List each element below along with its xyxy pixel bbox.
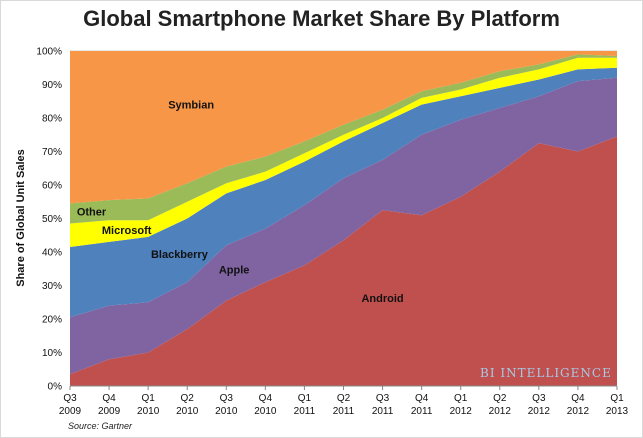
x-tick-label: 2011	[333, 406, 355, 417]
series-label-other: Other	[77, 207, 107, 219]
series-label-apple: Apple	[219, 264, 250, 276]
x-tick-label: 2013	[606, 406, 629, 417]
series-label-android: Android	[361, 293, 403, 305]
x-tick-label: Q3	[63, 393, 77, 404]
axes: 0% 10% 20% 30% 40% 50% 60% 70% 80% 90% 100% Q3 2009 Q…	[36, 47, 628, 418]
y-axis-label: Share of Global Unit Sales	[15, 149, 27, 287]
series-label-symbian: Symbian	[168, 100, 214, 112]
x-tick-label: 2010	[137, 406, 160, 417]
x-tick-label: Q4	[259, 393, 273, 404]
x-tick-label: Q4	[102, 393, 116, 404]
y-tick-label: 90%	[42, 80, 62, 91]
series-labels: Android Apple Blackberry Microsoft Other Symb…	[77, 100, 404, 305]
x-tick-label: 2010	[254, 406, 277, 417]
y-tick-label: 100%	[36, 47, 62, 58]
x-tick-label: 2011	[411, 406, 433, 417]
chart-title: Global Smartphone Market Share By Platfo…	[83, 6, 560, 31]
x-tick-label: Q1	[610, 393, 624, 404]
x-tick-label: 2009	[59, 406, 82, 417]
x-tick-label: Q4	[571, 393, 585, 404]
x-tick-label: Q4	[415, 393, 429, 404]
x-tick-label: Q2	[493, 393, 507, 404]
x-tick-label: Q1	[141, 393, 155, 404]
series-label-blackberry: Blackberry	[151, 249, 209, 261]
y-tick-label: 70%	[42, 147, 62, 158]
y-tick-label: 20%	[42, 315, 62, 326]
y-tick-label: 50%	[42, 214, 62, 225]
x-tick-label: Q2	[337, 393, 351, 404]
x-tick-label: Q3	[220, 393, 234, 404]
y-tick-label: 30%	[42, 281, 62, 292]
area-symbian	[70, 51, 617, 204]
x-tick-label: Q1	[454, 393, 468, 404]
y-tick-label: 40%	[42, 248, 62, 259]
x-tick-label: 2012	[489, 406, 512, 417]
y-tick-label: 0%	[48, 382, 63, 393]
x-tick-label: 2012	[567, 406, 590, 417]
area-blackberry	[70, 67, 617, 318]
x-tick-label: 2012	[450, 406, 473, 417]
x-tick-label: 2011	[372, 406, 394, 417]
y-tick-label: 80%	[42, 114, 62, 125]
x-tick-label: 2011	[294, 406, 316, 417]
area-android	[70, 136, 617, 386]
area-apple	[70, 77, 617, 375]
y-tick-label: 10%	[42, 348, 62, 359]
series-areas	[70, 51, 617, 386]
x-tick-label: Q3	[376, 393, 390, 404]
series-label-microsoft: Microsoft	[102, 225, 152, 237]
x-tick-label: Q1	[298, 393, 312, 404]
x-tick-label: 2012	[528, 406, 551, 417]
source-note: Source: Gartner	[68, 421, 133, 431]
x-tick-label: Q2	[181, 393, 195, 404]
watermark-logo: BI INTELLIGENCE	[480, 366, 612, 380]
y-tick-label: 60%	[42, 181, 62, 192]
area-other	[70, 54, 617, 224]
x-tick-label: 2010	[215, 406, 238, 417]
x-tick-label: Q3	[532, 393, 546, 404]
area-microsoft	[70, 57, 617, 248]
x-tick-label: 2009	[98, 406, 121, 417]
x-tick-label: 2010	[176, 406, 199, 417]
